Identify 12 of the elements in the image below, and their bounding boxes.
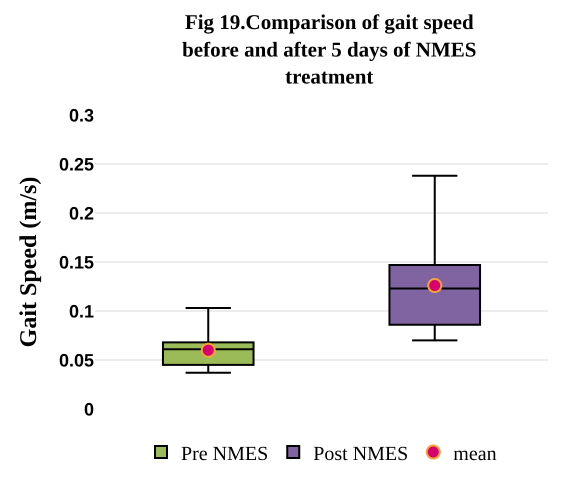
y-tick-label: 0.1 — [68, 301, 94, 322]
y-tick-label: 0.15 — [58, 252, 94, 272]
legend-label: Post NMES — [313, 442, 408, 465]
y-tick-label: 0.25 — [58, 154, 94, 174]
y-tick-label: 0.05 — [58, 350, 94, 370]
legend-label: mean — [453, 442, 497, 465]
legend-label: Pre NMES — [181, 442, 268, 465]
y-axis-title: Gait Speed (m/s) — [16, 176, 42, 348]
chart-title: Fig 19.Comparison of gait speed before and after 5 days of NMES treatment — [182, 10, 476, 89]
y-tick-label: 0 — [84, 399, 94, 420]
y-tick-label: 0.2 — [68, 203, 94, 224]
y-tick-label: 0.3 — [68, 105, 94, 126]
